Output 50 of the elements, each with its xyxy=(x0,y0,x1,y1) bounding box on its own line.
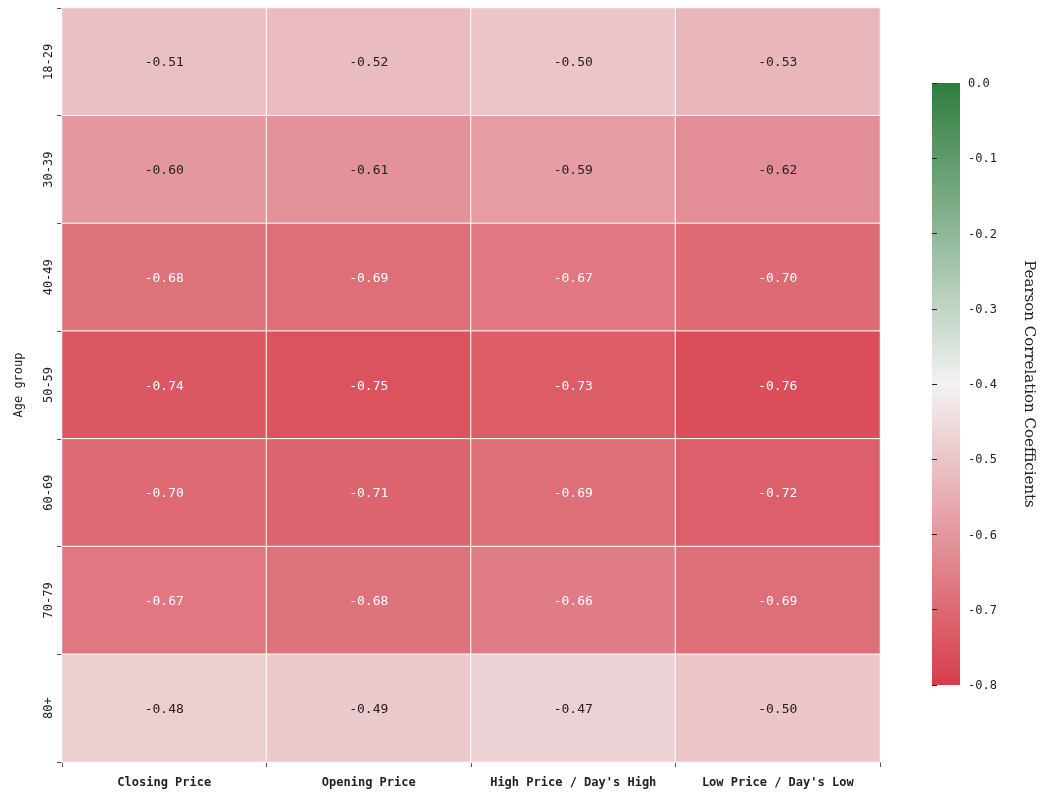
data-label: -0.61 xyxy=(349,162,389,178)
color-bar-label: -0.6 xyxy=(968,527,997,542)
data-label: -0.76 xyxy=(758,377,798,393)
y-tick-label: 70-79 xyxy=(41,582,55,619)
data-label: -0.69 xyxy=(349,269,389,285)
data-label: -0.69 xyxy=(553,485,593,501)
y-axis-title: Age group xyxy=(11,352,25,418)
color-bar-label: -0.8 xyxy=(968,678,997,692)
data-label: -0.53 xyxy=(758,54,798,70)
data-label: -0.74 xyxy=(144,377,184,393)
x-tick-label: Closing Price xyxy=(117,775,212,789)
x-tick-label: High Price / Day's High xyxy=(490,775,657,789)
data-label: -0.51 xyxy=(144,54,184,70)
data-label: -0.70 xyxy=(144,485,184,501)
data-label: -0.60 xyxy=(144,162,184,178)
data-label: -0.68 xyxy=(144,269,184,285)
data-label: -0.59 xyxy=(553,162,593,178)
data-label: -0.69 xyxy=(758,592,798,608)
data-label: -0.47 xyxy=(553,700,593,716)
data-label: -0.62 xyxy=(758,162,798,178)
color-bar-label: -0.4 xyxy=(968,377,997,391)
x-tick-label: Opening Price xyxy=(321,775,416,789)
y-tick-label: 18-29 xyxy=(41,43,55,80)
color-bar-label: 0.0 xyxy=(968,76,990,90)
x-tick-label: Low Price / Day's Low xyxy=(701,775,855,789)
data-label: -0.73 xyxy=(553,377,593,393)
data-label: -0.72 xyxy=(758,485,798,501)
color-bar-label: -0.1 xyxy=(968,151,997,166)
data-label: -0.75 xyxy=(349,377,389,393)
color-bar-label: -0.5 xyxy=(968,452,997,467)
color-bar-title: Pearson Correlation Coefficients xyxy=(1020,260,1039,508)
data-label: -0.49 xyxy=(349,700,389,716)
data-label: -0.68 xyxy=(349,592,389,608)
data-label: -0.50 xyxy=(553,54,593,70)
y-tick-label: 30-39 xyxy=(41,151,55,188)
data-label: -0.67 xyxy=(144,592,184,608)
data-label: -0.50 xyxy=(758,700,798,716)
data-label: -0.67 xyxy=(553,269,593,285)
data-label: -0.66 xyxy=(553,592,593,608)
data-label: -0.52 xyxy=(349,54,389,70)
y-tick-label: 40-49 xyxy=(41,259,55,296)
color-bar-label: -0.2 xyxy=(968,226,997,241)
y-tick-label: 50-59 xyxy=(41,366,55,404)
color-bar-label: -0.7 xyxy=(968,602,997,617)
y-tick-label: 80+ xyxy=(41,697,55,719)
y-tick-label: 60-69 xyxy=(41,474,55,511)
data-label: -0.48 xyxy=(144,700,184,716)
data-label: -0.70 xyxy=(758,269,798,285)
color-bar-label: -0.3 xyxy=(968,301,997,316)
data-label: -0.71 xyxy=(349,485,389,501)
